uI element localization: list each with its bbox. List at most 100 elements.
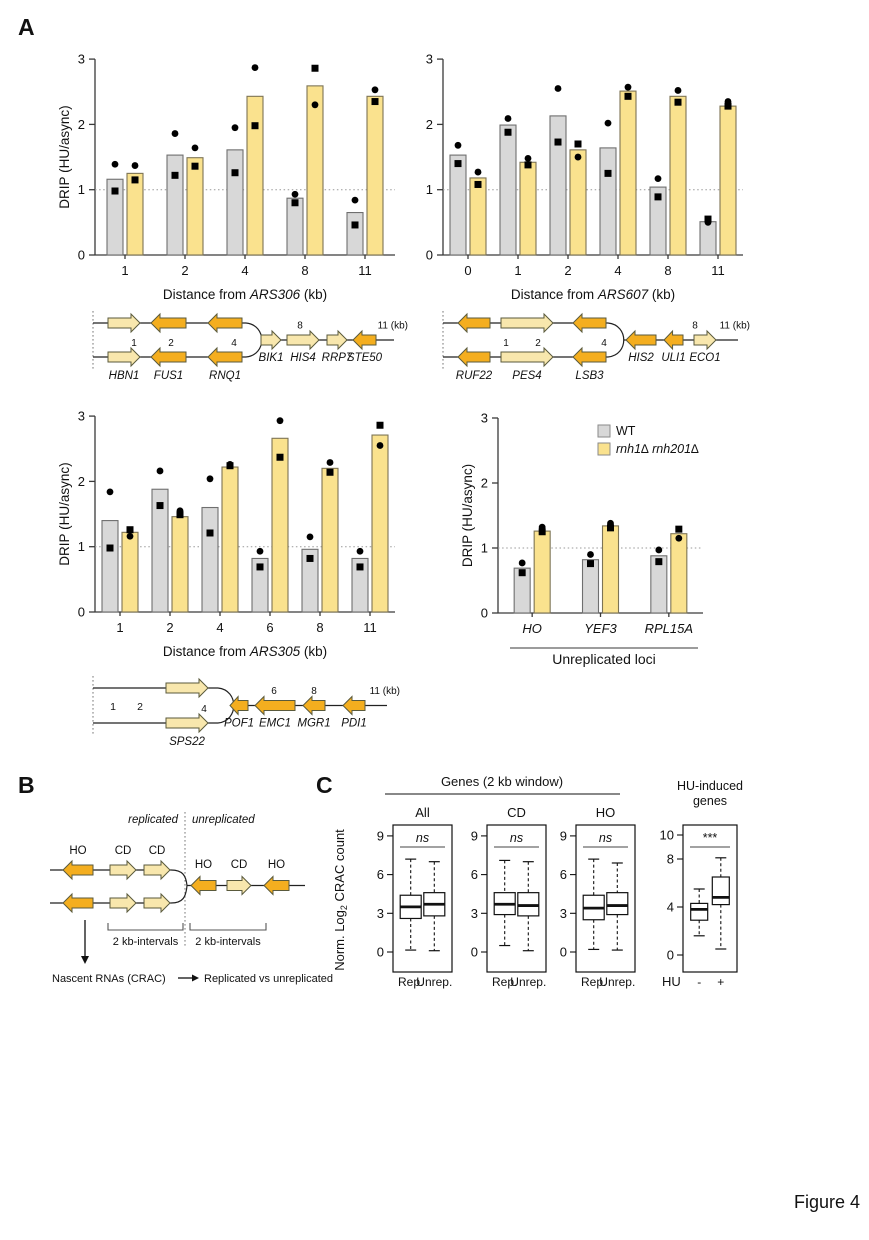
unreplicated-label: unreplicated <box>192 814 255 826</box>
marker-square <box>675 525 683 533</box>
marker-square <box>311 64 319 72</box>
gene-arrow <box>572 346 607 368</box>
marker-circle <box>587 551 594 558</box>
box-category-label: + <box>717 975 724 989</box>
gene-arrow <box>229 695 249 716</box>
marker-square <box>231 169 239 177</box>
marker-circle <box>376 442 384 449</box>
kb-position-number: 6 <box>271 686 277 697</box>
marker-square <box>306 554 314 562</box>
marker-square <box>111 187 119 195</box>
gene-label: BIK1 <box>259 352 284 364</box>
marker-square <box>454 160 462 168</box>
marker-square <box>607 524 614 532</box>
x-category-label: RPL15A <box>645 621 693 636</box>
box <box>606 892 629 916</box>
y-tick-label: 2 <box>481 476 488 491</box>
box <box>690 902 709 921</box>
bar-wt <box>106 178 124 256</box>
strand-arrow-label: HO <box>268 859 285 871</box>
kb-position-number: 4 <box>601 338 607 349</box>
bar-wt <box>351 557 369 613</box>
marker-square <box>504 128 512 136</box>
y-tick-label: 0 <box>426 248 433 263</box>
bar-mutant <box>121 531 139 613</box>
box-category-label: Rep. <box>398 975 423 989</box>
interval-label: 2 kb-intervals <box>113 936 179 948</box>
bar-mutant <box>171 516 189 613</box>
marker-square <box>191 162 199 170</box>
y-tick-label: 1 <box>426 182 433 197</box>
gene-arrow <box>143 892 171 914</box>
y-tick-label: 9 <box>560 828 567 843</box>
marker-circle <box>655 546 663 554</box>
boxplot-frame <box>392 824 453 973</box>
marker-circle <box>256 547 264 555</box>
boxplot-frame <box>486 824 547 973</box>
marker-square <box>171 171 179 179</box>
x-category-label: 2 <box>181 263 188 278</box>
x-axis-title: Unreplicated loci <box>552 651 656 667</box>
bar-mutant <box>533 530 551 614</box>
marker-circle <box>604 119 612 127</box>
gene-arrow <box>263 875 290 896</box>
marker-square <box>351 221 359 229</box>
bar-mutant <box>271 437 289 613</box>
kb-position-number: 8 <box>311 686 317 697</box>
marker-square <box>654 193 662 201</box>
y-tick-label: 0 <box>78 605 85 620</box>
x-axis-title: Distance from ARS306 (kb) <box>163 287 327 302</box>
marker-circle <box>231 124 239 132</box>
gene-arrow <box>625 329 657 351</box>
boxplot-group-label: All <box>415 805 430 820</box>
interval-bracket <box>189 923 267 931</box>
marker-square <box>474 180 482 188</box>
marker-circle <box>554 85 562 92</box>
flow-source-label: Nascent RNAs (CRAC) <box>52 973 166 985</box>
interval-bracket <box>107 923 184 931</box>
kb-position-number: 2 <box>535 338 541 349</box>
marker-circle <box>674 87 682 94</box>
gene-arrow <box>62 859 94 881</box>
gene-arrow <box>165 677 209 699</box>
gene-arrow <box>107 312 141 334</box>
bar-wt <box>650 555 668 614</box>
legend-label-mutant: rnh1∆ rnh201∆ <box>616 442 699 456</box>
marker-circle <box>206 475 214 483</box>
hu-plot-title: genes <box>693 794 727 808</box>
bar-wt <box>151 488 169 613</box>
replicated-label: replicated <box>128 814 178 826</box>
marker-square <box>326 468 334 476</box>
marker-square <box>156 502 164 510</box>
marker-circle <box>306 533 314 541</box>
gene-arrow <box>254 695 296 716</box>
bar-mutant <box>619 90 637 256</box>
gene-track-ars305: 11 (kb) SPS22 4 POF1 EMC1 6 MGR1 8 PDI1 1 2 <box>92 676 400 748</box>
bar-mutant <box>719 105 737 256</box>
gene-arrow <box>457 346 491 368</box>
y-tick-label: 3 <box>377 906 384 921</box>
marker-circle <box>454 141 462 149</box>
box-category-label: Rep. <box>492 975 517 989</box>
marker-circle <box>675 534 683 542</box>
gene-arrow <box>109 892 137 914</box>
x-category-label: 4 <box>216 620 223 635</box>
bar-chart-ars607: 0 1 2 3 0 1 2 4 8 11 Distance from ARS607 (kb) <box>426 52 743 302</box>
gene-label: PDI1 <box>341 718 367 730</box>
x-category-label: 11 <box>711 263 725 278</box>
marker-circle <box>351 196 359 204</box>
bar-chart-unrep: 0 1 2 3 HO YEF3 RPL15A Unreplicated loci DRIP (H… <box>460 411 703 667</box>
significance-label: ns <box>510 831 523 845</box>
bar-wt <box>251 557 269 613</box>
marker-circle <box>356 547 364 555</box>
kb-position-number: 2 <box>137 701 143 713</box>
marker-square <box>256 563 264 571</box>
x-category-label: YEF3 <box>584 621 617 636</box>
y-tick-label: 3 <box>471 906 478 921</box>
gene-label: HIS4 <box>290 352 316 364</box>
marker-square <box>291 199 299 207</box>
x-category-label: 4 <box>614 263 621 278</box>
gene-arrow <box>62 892 94 914</box>
marker-square <box>674 98 682 106</box>
